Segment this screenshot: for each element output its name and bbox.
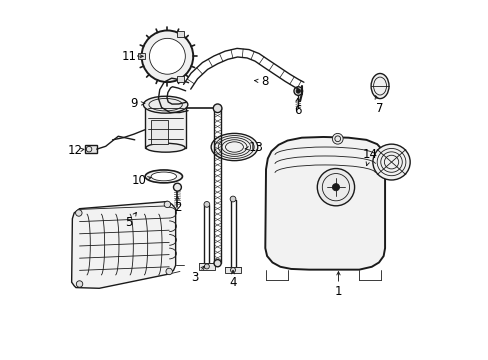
Circle shape (149, 39, 185, 74)
Circle shape (165, 268, 172, 275)
Text: 4: 4 (229, 276, 236, 289)
Text: 14: 14 (362, 148, 377, 161)
Ellipse shape (143, 96, 187, 113)
Text: 6: 6 (293, 104, 301, 117)
Circle shape (173, 183, 181, 191)
Circle shape (213, 104, 222, 113)
Circle shape (230, 196, 235, 202)
Circle shape (317, 168, 354, 206)
Bar (144, 105, 185, 148)
Text: 1: 1 (334, 285, 342, 298)
Text: 9: 9 (130, 98, 138, 111)
Circle shape (142, 31, 193, 82)
Text: 12: 12 (68, 144, 82, 157)
Bar (176, 31, 183, 37)
Text: 10: 10 (131, 174, 146, 187)
Bar (85, 145, 97, 153)
Circle shape (164, 201, 170, 208)
Text: 13: 13 (248, 140, 263, 153)
Text: 2: 2 (173, 202, 181, 215)
Polygon shape (265, 137, 384, 270)
Circle shape (296, 89, 300, 93)
Ellipse shape (145, 170, 182, 183)
Bar (176, 76, 183, 81)
Circle shape (204, 264, 209, 269)
Circle shape (203, 202, 209, 207)
Text: 7: 7 (376, 102, 383, 115)
Ellipse shape (370, 73, 388, 99)
Bar (151, 120, 168, 144)
Circle shape (76, 210, 82, 216)
Circle shape (230, 267, 235, 273)
Bar (138, 53, 145, 59)
Text: 11: 11 (122, 50, 136, 63)
Circle shape (332, 134, 343, 144)
Polygon shape (72, 202, 175, 288)
Ellipse shape (211, 134, 257, 161)
Ellipse shape (146, 143, 185, 152)
Circle shape (214, 260, 221, 267)
Text: 8: 8 (261, 75, 268, 88)
Text: 5: 5 (125, 216, 132, 229)
Circle shape (76, 281, 82, 287)
Text: 3: 3 (191, 271, 198, 284)
Circle shape (332, 184, 339, 191)
Ellipse shape (151, 172, 176, 181)
Ellipse shape (372, 144, 409, 180)
Circle shape (293, 87, 302, 95)
Bar (224, 267, 241, 273)
Bar (199, 263, 214, 270)
